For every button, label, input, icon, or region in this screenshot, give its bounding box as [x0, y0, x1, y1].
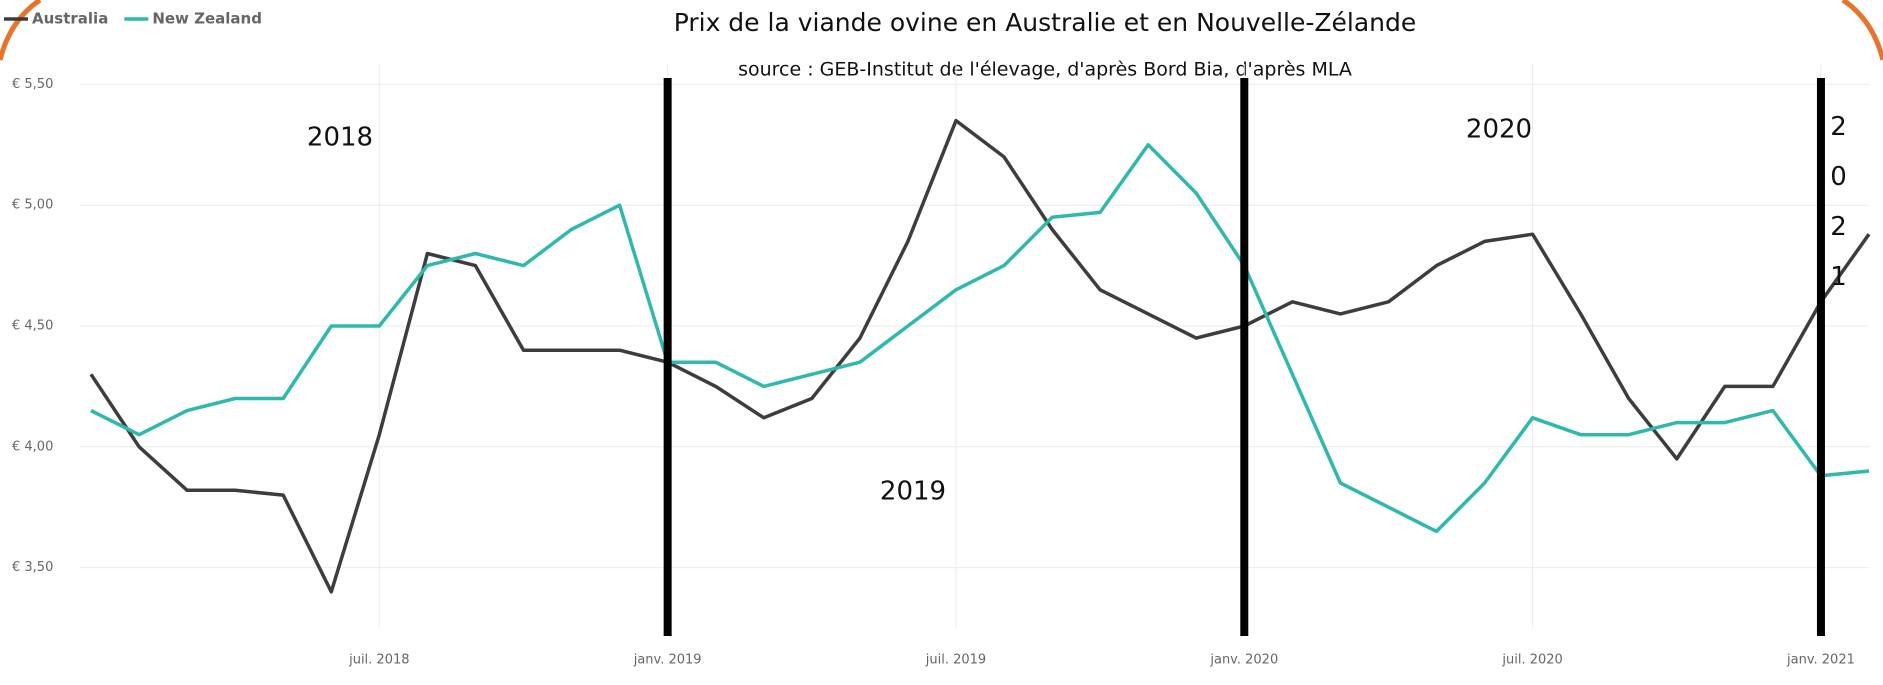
legend-label: New Zealand	[152, 10, 262, 28]
decor-arc	[0, 0, 42, 61]
y-tick-label: € 3,50	[12, 560, 53, 575]
year-annotation: 2018	[307, 123, 373, 153]
line-series	[89, 118, 1871, 594]
year-annotation: 2020	[1466, 115, 1532, 145]
year-annotation: 2019	[880, 477, 946, 507]
x-tick-label: janv. 2020	[1209, 653, 1278, 668]
x-tick-label: juil. 2018	[348, 653, 409, 668]
y-tick-label: € 5,50	[12, 77, 53, 92]
x-tick-label: juil. 2019	[925, 653, 986, 668]
chart-subtitle: source : GEB-Institut de l'élevage, d'ap…	[738, 59, 1352, 81]
y-tick-label: € 5,00	[12, 198, 53, 213]
y-tick-label: € 4,00	[12, 439, 53, 454]
x-tick-label: juil. 2020	[1501, 653, 1562, 668]
decor-arc	[1841, 0, 1883, 61]
year-annotation: 2021	[1824, 112, 1854, 312]
chart-title: Prix de la viande ovine en Australie et …	[674, 8, 1417, 37]
x-tick-label: janv. 2021	[1786, 653, 1855, 668]
legend-label: Australia	[32, 10, 108, 28]
y-tick-label: € 4,50	[12, 319, 53, 334]
line-series	[90, 143, 1870, 534]
x-tick-label: janv. 2019	[633, 653, 702, 668]
